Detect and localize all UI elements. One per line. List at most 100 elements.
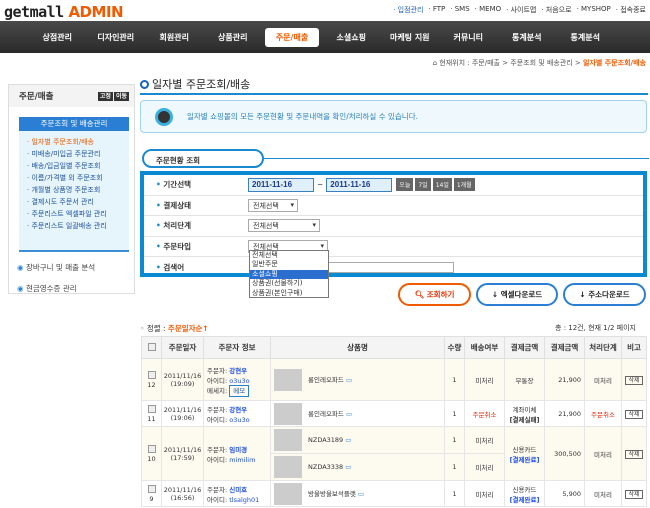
- sort-label[interactable]: ◦ 정렬 : 주문일자순↑: [140, 324, 209, 333]
- 1month-button[interactable]: 1개월: [453, 178, 475, 192]
- nav-item[interactable]: 회원관리: [159, 32, 189, 42]
- buyer-link[interactable]: 강현우: [229, 405, 248, 414]
- buyer-link[interactable]: 강현우: [229, 366, 248, 375]
- nav-item-active[interactable]: 주문/매출: [265, 27, 319, 47]
- process-step-select[interactable]: 전체선택: [248, 219, 320, 233]
- divider: [264, 158, 649, 159]
- select-all-checkbox[interactable]: [147, 342, 156, 351]
- row-checkbox[interactable]: [147, 404, 156, 413]
- orders-table: 주문일자 주문자 정보 상품명 수량 배송여부 결제금액 결제금액 처리단계 비…: [141, 336, 647, 507]
- row-checkbox[interactable]: [147, 484, 156, 493]
- product-thumbnail[interactable]: [274, 402, 302, 425]
- payment-status-select[interactable]: 전체선택: [248, 198, 298, 212]
- product-link[interactable]: 롱인레오파드: [308, 375, 344, 384]
- search-input[interactable]: [328, 261, 454, 273]
- delete-button[interactable]: 삭제: [625, 490, 643, 499]
- search-icon: 🔍︎: [414, 290, 425, 299]
- dropdown-option-highlighted[interactable]: 소셜쇼핑: [250, 269, 328, 280]
- table-row: 10 2011/11/16 (17:59) 주문자: 임미경 아이디: mimilim N…: [141, 426, 647, 481]
- date-to-input[interactable]: [326, 177, 393, 192]
- nav-item[interactable]: 소셜쇼핑: [336, 32, 366, 42]
- home-icon: ⌂: [432, 59, 440, 67]
- top-links: · 입점관리 · FTP · SMS · MEMO · 사이트맵 · 처음으로 · MYSH…: [393, 5, 646, 15]
- info-box: 일자별 쇼핑몰의 모든 주문현황 및 주문내역을 확인/처리하실 수 있습니다.: [140, 100, 647, 133]
- dropdown-option[interactable]: 상품권(선물하기): [252, 279, 303, 288]
- nav-item[interactable]: 통계분석: [512, 32, 542, 42]
- delete-button[interactable]: 삭제: [625, 376, 643, 385]
- breadcrumb: ⌂ 현재위치 : 주문/매출 > 주문조회 및 배송관리 > 일자별 주문조회/…: [432, 59, 646, 67]
- dropdown-option[interactable]: 상품권(본인구매): [252, 288, 303, 297]
- sidebar-item[interactable]: · 이름/가격별 외 주문조회: [27, 174, 103, 182]
- popup-icon[interactable]: ▭: [345, 436, 352, 444]
- nav-item[interactable]: 마케팅 지원: [389, 32, 430, 42]
- nav-item[interactable]: 상점관리: [42, 32, 72, 42]
- 14days-button[interactable]: 14일: [432, 178, 452, 192]
- nav-item[interactable]: 커뮤니티: [453, 32, 483, 42]
- buyer-link[interactable]: 신미호: [229, 485, 248, 494]
- top-link[interactable]: · SMS: [450, 5, 470, 13]
- tab-order-status[interactable]: 주문현황 조회: [142, 149, 264, 168]
- date-from-input[interactable]: [248, 177, 314, 192]
- top-link[interactable]: · 접속종료: [615, 6, 646, 14]
- dropdown-option[interactable]: 전체선택: [252, 251, 278, 259]
- sidebar-extra[interactable]: ◉ 현금영수증 관리: [17, 284, 77, 293]
- fix-button[interactable]: 고정: [97, 92, 113, 101]
- product-link[interactable]: 롱인레오파드: [308, 409, 344, 418]
- product-link[interactable]: NZDA3338: [308, 463, 344, 471]
- sidebar-item[interactable]: · 주문리스트 엑셀파일 관리: [27, 210, 107, 218]
- headset-icon: [155, 107, 173, 126]
- product-link[interactable]: 방울방울보석플랫: [308, 489, 356, 498]
- today-button[interactable]: 오늘: [396, 178, 414, 192]
- download-icon: ↓: [491, 290, 499, 299]
- delete-button[interactable]: 삭제: [625, 410, 643, 419]
- product-thumbnail[interactable]: [274, 429, 302, 451]
- top-link[interactable]: · FTP: [428, 5, 446, 13]
- sidebar-extra[interactable]: ◉ 장바구니 및 매출 분석: [17, 263, 96, 272]
- sidebar-item[interactable]: · 개월별 상품명 주문조회: [27, 186, 101, 194]
- search-button[interactable]: 🔍︎ 조회하기: [398, 283, 471, 306]
- top-link[interactable]: · 입점관리: [393, 6, 424, 14]
- product-thumbnail[interactable]: [274, 368, 302, 391]
- move-button[interactable]: 이동: [113, 92, 129, 101]
- popup-icon[interactable]: ▭: [345, 463, 352, 471]
- product-link[interactable]: NZDA3189: [308, 436, 344, 444]
- title-bullet-icon: [140, 80, 149, 89]
- dropdown-option[interactable]: 일반주문: [252, 260, 278, 269]
- nav-item[interactable]: 상품관리: [218, 32, 248, 42]
- popup-icon[interactable]: ▭: [345, 375, 353, 384]
- top-link[interactable]: · 사이트맵: [506, 6, 537, 14]
- top-link[interactable]: · MEMO: [474, 5, 502, 13]
- memo-button[interactable]: 메모: [229, 384, 250, 397]
- sidebar-item[interactable]: · 결제시도 주문서 관리: [27, 198, 94, 206]
- buyer-link[interactable]: 임미경: [229, 445, 248, 454]
- sidebar-section[interactable]: 주문조회 및 배송관리: [19, 117, 129, 131]
- logo[interactable]: getmall ADMIN: [4, 3, 124, 21]
- nav-item[interactable]: 통계분석: [570, 32, 600, 42]
- delete-button[interactable]: 삭제: [625, 450, 643, 459]
- sidebar: 주문/매출 고정 이동 주문조회 및 배송관리 · 일자별 주문조회/배송 · 미배송…: [8, 84, 135, 294]
- order-type-dropdown: 전체선택 일반주문 소셜쇼핑 상품권(선물하기) 상품권(본인구매): [249, 250, 329, 298]
- table-row: 11 2011/11/16 (19:06) 주문자: 강현우 아이디: o3u3o 롱인레…: [141, 400, 647, 427]
- product-thumbnail[interactable]: [274, 482, 302, 505]
- excel-download-button[interactable]: ↓ 엑셀다운로드: [476, 283, 558, 306]
- result-count: 총 : 12건, 현재 1/2 페이지: [555, 324, 636, 332]
- nav-item[interactable]: 디자인관리: [97, 32, 135, 42]
- 7days-button[interactable]: 7일: [415, 178, 431, 192]
- order-type-select[interactable]: 전체선택: [248, 239, 328, 253]
- sidebar-item[interactable]: · 일자별 주문조회/배송: [27, 138, 94, 146]
- table-row: 12 2011/11/16 (19:09) 주문자: 강현우 아이디: o3u3o 메세지…: [141, 358, 647, 401]
- sidebar-item[interactable]: · 주문리스트 일괄배송 관리: [27, 222, 107, 230]
- popup-icon[interactable]: ▭: [357, 489, 365, 498]
- row-checkbox[interactable]: [147, 370, 156, 379]
- product-thumbnail[interactable]: [274, 456, 302, 478]
- table-row: 9 2011/11/16 (16:56) 주문자: 신미호 아이디: tlsalgh01…: [141, 480, 647, 507]
- top-link[interactable]: · 처음으로: [541, 6, 572, 14]
- popup-icon[interactable]: ▭: [345, 409, 353, 418]
- row-checkbox[interactable]: [147, 444, 156, 453]
- address-download-button[interactable]: ↓ 주소다운로드: [563, 283, 646, 306]
- page-title: 일자별 주문조회/배송: [140, 76, 250, 92]
- sidebar-item[interactable]: · 배송/입금일별 주문조회: [27, 162, 101, 170]
- sidebar-item[interactable]: · 미배송/미입금 주문관리: [27, 150, 101, 158]
- top-link[interactable]: · MYSHOP: [576, 5, 611, 13]
